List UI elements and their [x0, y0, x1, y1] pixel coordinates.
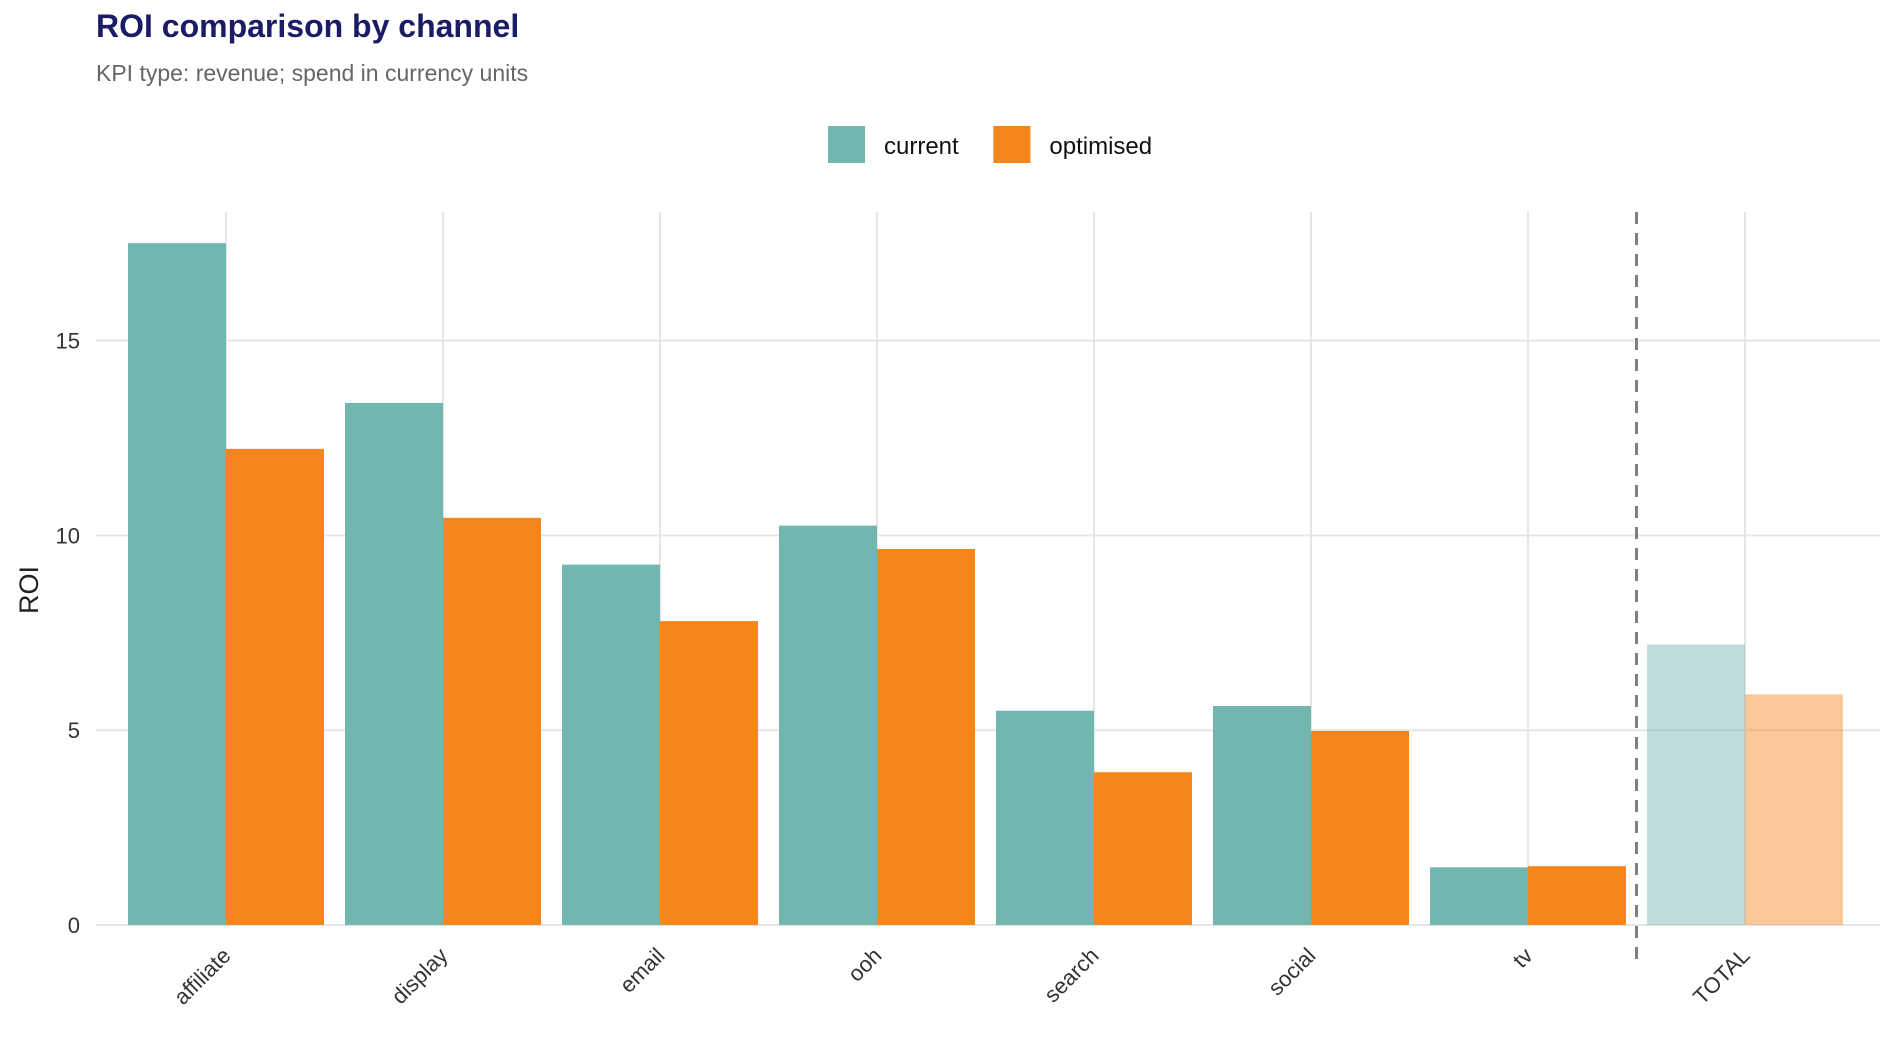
bar-display-current — [345, 402, 443, 925]
x-tick-label-email: email — [615, 943, 670, 998]
x-tick-label-social: social — [1263, 943, 1320, 1000]
bar-social-optimised — [1311, 730, 1409, 925]
y-axis-title: ROI — [14, 566, 44, 614]
bar-tv-optimised — [1528, 866, 1626, 925]
legend-swatch-current — [828, 126, 865, 163]
bar-display-optimised — [443, 517, 541, 925]
x-tick-label-tv: tv — [1508, 943, 1538, 973]
legend-label-current: current — [884, 133, 959, 160]
y-axis: 0 5 10 15 — [56, 329, 80, 938]
bar-tv-current — [1430, 867, 1528, 925]
x-axis: affiliate display email ooh search social tv TO… — [169, 943, 1755, 1010]
y-tick-label-3: 15 — [56, 329, 80, 354]
bar-search-optimised — [1094, 772, 1192, 925]
legend-swatch-optimised — [993, 126, 1031, 163]
bar-email-optimised — [660, 621, 758, 925]
bar-ooh-optimised — [877, 549, 975, 925]
y-tick-label-2: 10 — [56, 523, 80, 548]
x-tick-label-search: search — [1039, 943, 1103, 1007]
y-tick-label-0: 0 — [68, 913, 80, 938]
bar-search-current — [996, 710, 1094, 925]
bars — [128, 243, 1843, 925]
x-tick-label-ooh: ooh — [843, 943, 887, 987]
legend: current optimised — [828, 126, 1152, 163]
legend-label-optimised: optimised — [1049, 133, 1152, 160]
chart-title: ROI comparison by channel — [96, 8, 520, 44]
bar-email-current — [562, 564, 660, 925]
y-tick-label-1: 5 — [68, 718, 80, 743]
bar-ooh-current — [779, 525, 877, 925]
bar-TOTAL-optimised — [1745, 694, 1843, 925]
bar-affiliate-optimised — [226, 448, 324, 925]
bar-TOTAL-current — [1647, 644, 1745, 925]
x-tick-label-affiliate: affiliate — [169, 943, 236, 1010]
x-tick-label-TOTAL: TOTAL — [1688, 943, 1754, 1009]
chart-subtitle: KPI type: revenue; spend in currency uni… — [96, 60, 529, 86]
bar-affiliate-current — [128, 243, 226, 925]
bar-social-current — [1213, 706, 1311, 925]
x-tick-label-display: display — [386, 943, 452, 1009]
